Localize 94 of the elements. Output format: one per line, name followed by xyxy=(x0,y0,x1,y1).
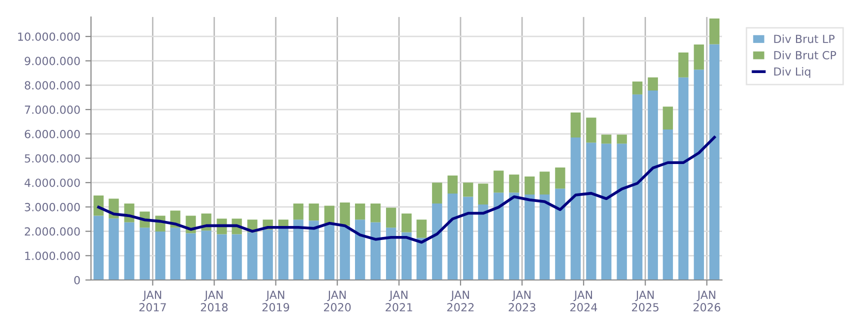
bar xyxy=(524,176,535,195)
y-tick-label: 0 xyxy=(74,276,80,284)
bar xyxy=(478,184,488,205)
line-series xyxy=(97,136,716,244)
bar xyxy=(324,223,334,280)
x-tick-label: JAN 2019 xyxy=(262,290,290,312)
x-tick-label: JAN 2021 xyxy=(386,290,412,312)
bar xyxy=(586,142,596,280)
bar xyxy=(308,220,319,280)
bar xyxy=(432,182,442,204)
bar xyxy=(524,194,535,280)
bar xyxy=(616,144,627,280)
y-tick-label: 5.000.000 xyxy=(24,154,80,163)
bar xyxy=(278,228,288,280)
bar xyxy=(108,218,119,280)
y-tick-label: 6.000.000 xyxy=(24,130,80,138)
bar xyxy=(709,18,720,44)
bar xyxy=(386,208,396,228)
bar xyxy=(124,222,134,280)
x-tick-label: JAN 2020 xyxy=(324,290,351,312)
bar xyxy=(232,234,242,280)
bar xyxy=(324,206,334,224)
bar xyxy=(616,134,627,144)
x-tick-label: JAN 2022 xyxy=(447,290,474,312)
bar xyxy=(570,138,581,280)
bar xyxy=(662,130,673,280)
bar xyxy=(216,234,227,280)
bar xyxy=(632,82,642,94)
bar xyxy=(432,204,442,280)
x-tick-label: JAN 2023 xyxy=(508,290,536,312)
bar xyxy=(632,94,642,280)
y-tick-label: 7.000.000 xyxy=(24,106,80,114)
bar xyxy=(694,70,704,280)
x-tick-label: JAN 2018 xyxy=(200,290,228,312)
bar xyxy=(555,188,566,280)
bar xyxy=(463,182,474,197)
x-tick-label: JAN 2025 xyxy=(632,290,658,312)
bar xyxy=(402,232,412,280)
bar xyxy=(308,204,319,221)
bar xyxy=(601,144,612,280)
bar xyxy=(140,228,150,280)
bar xyxy=(586,118,596,143)
bar xyxy=(694,44,704,70)
bar xyxy=(494,170,504,193)
bar xyxy=(262,230,273,280)
bar xyxy=(448,176,458,194)
bar xyxy=(509,174,520,193)
x-tick-label: JAN 2024 xyxy=(570,290,598,312)
bar xyxy=(247,232,258,280)
bar xyxy=(463,196,474,280)
y-tick-label: 2.000.000 xyxy=(24,227,80,236)
bar xyxy=(170,228,180,280)
bar xyxy=(370,204,381,222)
bar xyxy=(340,226,350,280)
x-tick-label: JAN 2026 xyxy=(694,290,720,312)
bar xyxy=(201,230,212,280)
bar xyxy=(355,204,366,220)
y-tick-label: 10.000.000 xyxy=(18,32,80,41)
bar xyxy=(416,220,427,238)
bar xyxy=(678,52,688,78)
bar xyxy=(648,77,658,91)
bar xyxy=(678,77,688,280)
bar xyxy=(662,106,673,130)
bar xyxy=(155,232,166,280)
bar xyxy=(555,167,566,189)
bar xyxy=(293,220,304,280)
bar xyxy=(601,134,612,144)
bar xyxy=(494,192,504,280)
bar xyxy=(648,90,658,280)
bar xyxy=(448,194,458,280)
legend-label: Div Liq xyxy=(774,67,810,78)
bar xyxy=(340,202,350,226)
x-tick-label: JAN 2017 xyxy=(139,290,166,312)
bar xyxy=(293,204,304,220)
legend-label: Div Brut LP xyxy=(774,34,835,44)
bar xyxy=(355,220,366,280)
bar xyxy=(509,192,520,280)
legend-label: Div Brut CP xyxy=(774,50,836,60)
y-tick-label: 8.000.000 xyxy=(24,81,80,90)
bar xyxy=(386,228,396,280)
bar xyxy=(478,204,488,280)
y-tick-label: 9.000.000 xyxy=(24,56,80,66)
y-tick-label: 1.000.000 xyxy=(25,252,80,260)
y-tick-label: 4.000.000 xyxy=(24,178,80,187)
bar xyxy=(370,222,381,280)
bar xyxy=(709,44,720,280)
y-tick-label: 3.000.000 xyxy=(24,202,80,212)
bar xyxy=(94,216,104,280)
bar xyxy=(540,194,550,280)
bar xyxy=(186,233,196,280)
bar xyxy=(570,112,581,138)
bar xyxy=(416,238,427,280)
bar xyxy=(402,214,412,232)
bar xyxy=(540,172,550,195)
